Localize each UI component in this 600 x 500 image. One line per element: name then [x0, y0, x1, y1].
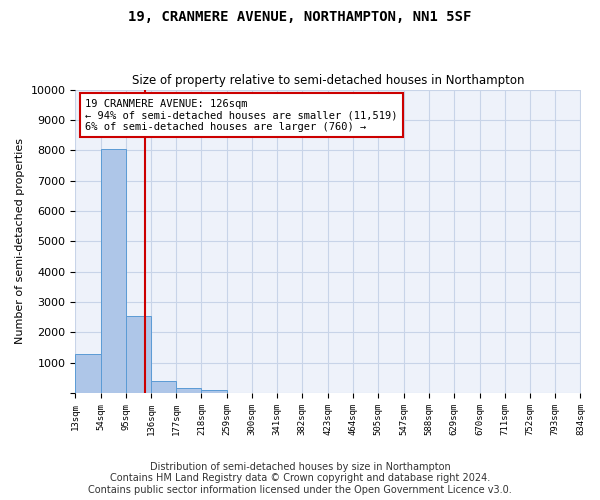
- Bar: [75, 354, 101, 393]
- Bar: [126, 316, 151, 393]
- Bar: [101, 148, 126, 393]
- Bar: [151, 382, 176, 393]
- Y-axis label: Number of semi-detached properties: Number of semi-detached properties: [15, 138, 25, 344]
- Text: 19 CRANMERE AVENUE: 126sqm
← 94% of semi-detached houses are smaller (11,519)
6%: 19 CRANMERE AVENUE: 126sqm ← 94% of semi…: [85, 98, 398, 132]
- Title: Size of property relative to semi-detached houses in Northampton: Size of property relative to semi-detach…: [131, 74, 524, 87]
- Bar: [202, 390, 227, 393]
- Bar: [176, 388, 202, 393]
- Text: 19, CRANMERE AVENUE, NORTHAMPTON, NN1 5SF: 19, CRANMERE AVENUE, NORTHAMPTON, NN1 5S…: [128, 10, 472, 24]
- Text: Distribution of semi-detached houses by size in Northampton
Contains HM Land Reg: Distribution of semi-detached houses by …: [88, 462, 512, 495]
